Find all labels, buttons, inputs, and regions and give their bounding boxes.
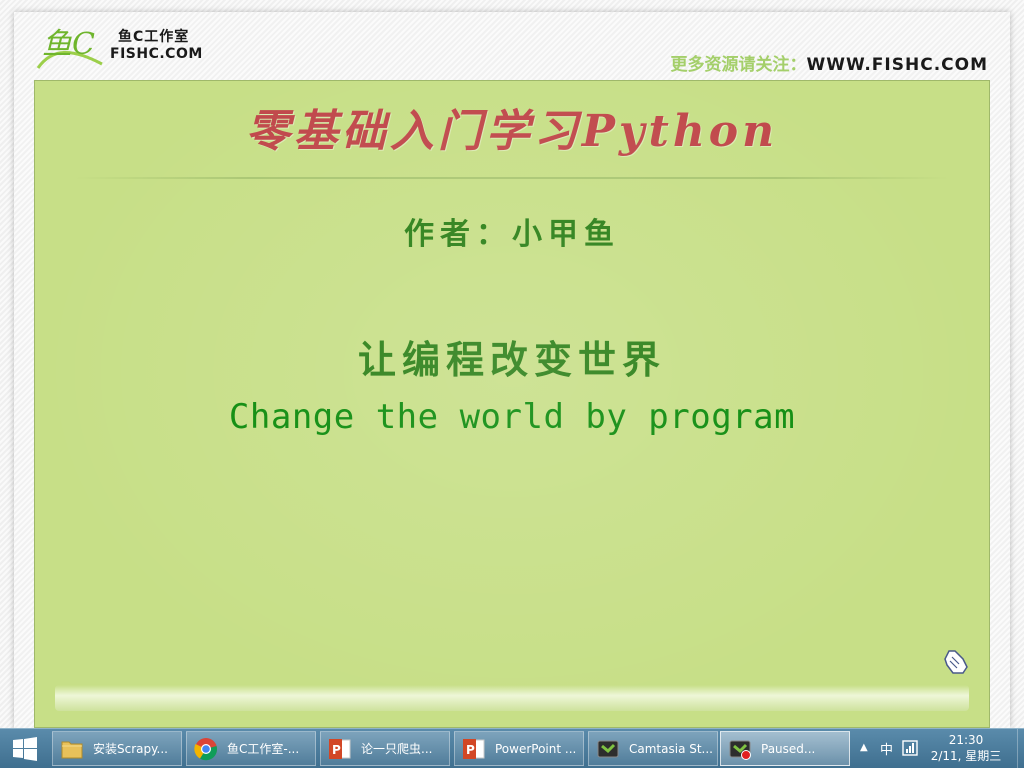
taskbar-item-camtasia-recorder[interactable]: Paused... <box>720 731 850 766</box>
chrome-icon <box>193 736 219 762</box>
promo-chinese-text: 更多资源请关注： <box>670 55 807 75</box>
taskbar-item-camtasia[interactable]: Camtasia St... <box>588 731 718 766</box>
clock-date: 2/11, 星期三 <box>930 749 1002 763</box>
taskbar-item-label: 论一只爬虫... <box>361 742 433 756</box>
logo-english-name: FISHC.COM <box>110 46 203 62</box>
powerpoint-icon: P <box>461 736 487 762</box>
taskbar-item-label: 鱼C工作室-... <box>227 742 300 756</box>
taskbar-item-powerpoint-1[interactable]: P 论一只爬虫... <box>320 731 450 766</box>
svg-text:P: P <box>466 743 475 757</box>
slogan-chinese: 让编程改变世界 <box>357 337 666 382</box>
fishc-logo: 鱼C 鱼C工作室 FISHC.COM <box>32 18 212 76</box>
taskbar-item-label: 安装Scrapy... <box>93 742 168 756</box>
system-clock[interactable]: 21:30 2/11, 星期三 <box>916 732 1016 764</box>
network-icon[interactable] <box>902 740 918 756</box>
taskbar-item-powerpoint-2[interactable]: P PowerPoint ... <box>454 731 584 766</box>
course-title: 零基础入门学习Python <box>245 106 779 157</box>
slogan-english: Change the world by program <box>228 397 796 437</box>
windows-logo-icon <box>13 736 37 761</box>
powerpoint-icon: P <box>327 736 353 762</box>
folder-icon <box>59 736 85 762</box>
camtasia-recorder-icon <box>727 736 753 762</box>
presentation-slide: 鱼C 鱼C工作室 FISHC.COM 更多资源请关注：WWW.FISHC.COM… <box>0 0 1024 728</box>
system-tray: ▲ 中 21:30 2/11, 星期三 <box>854 729 1024 768</box>
taskbar-item-explorer[interactable]: 安装Scrapy... <box>52 731 182 766</box>
logo-script-text: 鱼C <box>42 27 95 62</box>
content-panel: 零基础入门学习Python 作者：小甲鱼 让编程改变世界 Change the … <box>34 80 990 728</box>
taskbar-item-label: Camtasia St... <box>629 741 713 756</box>
clock-time: 21:30 <box>948 733 984 747</box>
promo-line: 更多资源请关注：WWW.FISHC.COM <box>670 50 988 75</box>
taskbar-item-chrome[interactable]: 鱼C工作室-... <box>186 731 316 766</box>
bottom-highlight-band <box>55 685 969 711</box>
hand-cursor-icon <box>944 650 968 674</box>
start-button[interactable] <box>0 729 50 768</box>
ime-indicator[interactable]: 中 <box>880 743 894 758</box>
taskbar-item-label: Paused... <box>761 741 816 756</box>
camtasia-icon <box>595 736 621 762</box>
show-hidden-icons-button[interactable]: ▲ <box>860 742 868 753</box>
show-desktop-button[interactable] <box>1017 729 1024 768</box>
taskbar: 安装Scrapy... 鱼C工作室-... P 论一只爬虫... P Power… <box>0 728 1024 768</box>
title-divider <box>75 177 949 179</box>
promo-url: WWW.FISHC.COM <box>806 55 988 75</box>
fishc-logo-mark-icon: 鱼C <box>36 27 103 69</box>
logo-chinese-name: 鱼C工作室 <box>118 29 190 45</box>
taskbar-item-label: PowerPoint ... <box>495 741 577 756</box>
author-line: 作者：小甲鱼 <box>404 217 620 252</box>
svg-text:P: P <box>332 743 341 757</box>
